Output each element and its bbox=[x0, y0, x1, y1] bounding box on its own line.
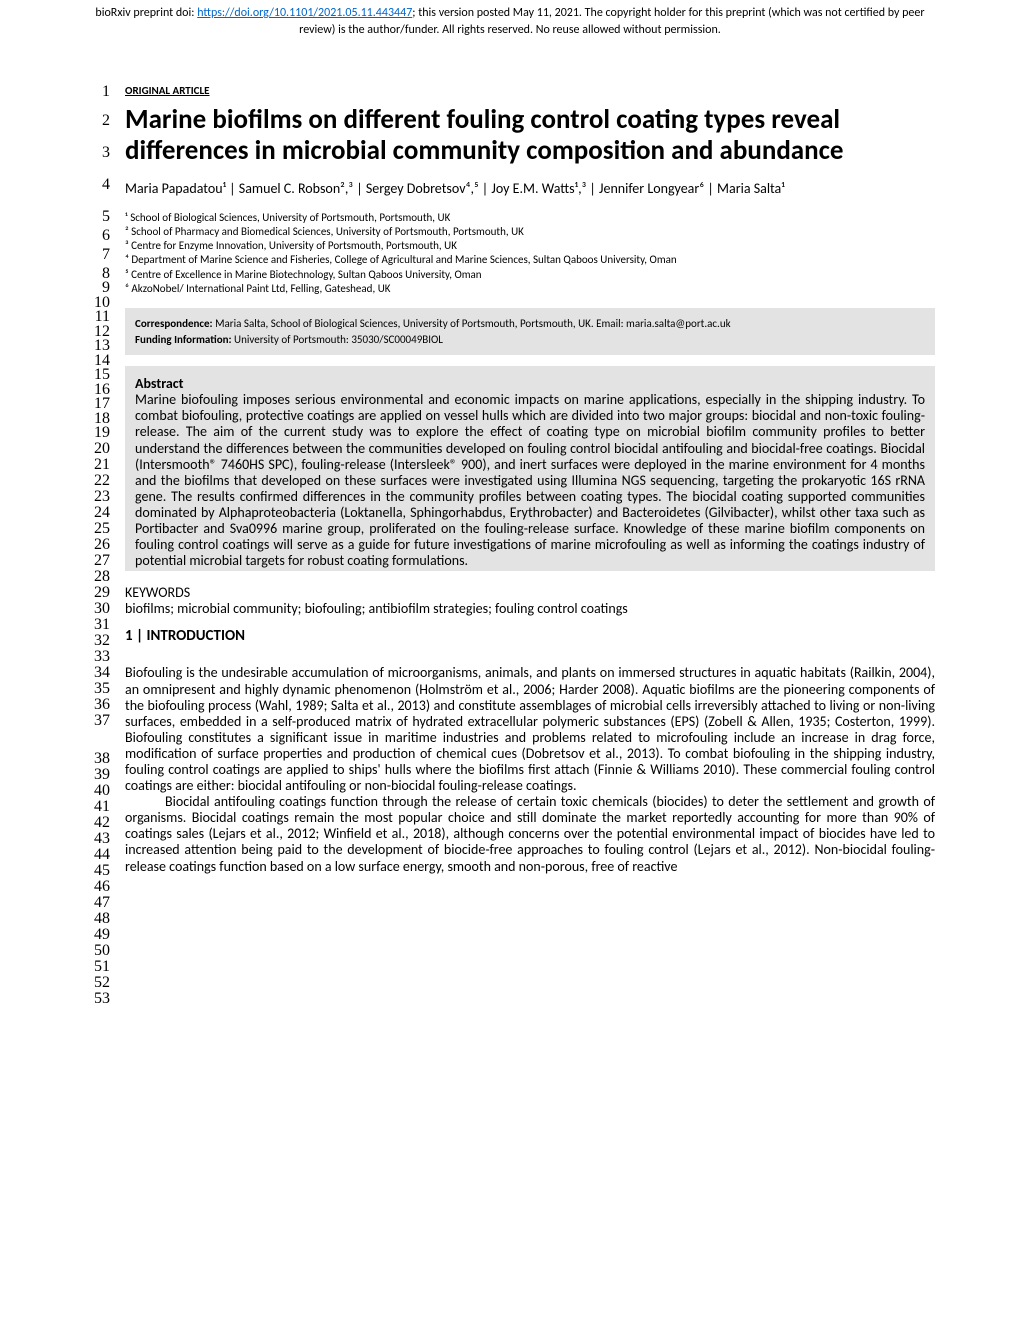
line-numbers: 1 2 3 4 5 6 7 8 9 10 11 12 13 14 15 16 1… bbox=[85, 84, 125, 1008]
affiliation: ³ Centre for Enzyme Innovation, Universi… bbox=[125, 239, 935, 253]
paragraph-2: Biocidal antifouling coatings function t… bbox=[125, 793, 935, 874]
affiliations: ¹ School of Biological Sciences, Univers… bbox=[125, 211, 935, 297]
affiliation: ⁶ AkzoNobel/ International Paint Ltd, Fe… bbox=[125, 282, 935, 296]
funding-label: Funding Information: bbox=[135, 333, 232, 346]
keywords-block: KEYWORDS biofilms; microbial community; … bbox=[125, 585, 935, 617]
correspondence-text: Maria Salta, School of Biological Scienc… bbox=[213, 317, 731, 330]
keywords-label: KEYWORDS bbox=[125, 585, 935, 601]
correspondence-block: Correspondence: Maria Salta, School of B… bbox=[125, 308, 935, 355]
affiliation: ⁵ Centre of Excellence in Marine Biotech… bbox=[125, 268, 935, 282]
abstract-text: Marine biofouling imposes serious enviro… bbox=[135, 392, 925, 569]
paper-title: Marine biofilms on different fouling con… bbox=[125, 104, 935, 166]
section-heading: 1 | INTRODUCTION bbox=[125, 627, 935, 645]
article-type: ORIGINAL ARTICLE bbox=[125, 84, 935, 97]
affiliation: ¹ School of Biological Sciences, Univers… bbox=[125, 211, 935, 225]
page-content: 1 2 3 4 5 6 7 8 9 10 11 12 13 14 15 16 1… bbox=[0, 44, 1020, 1038]
keywords-text: biofilms; microbial community; biofoulin… bbox=[125, 601, 935, 617]
correspondence-label: Correspondence: bbox=[135, 317, 213, 330]
paragraph-1: Biofouling is the undesirable accumulati… bbox=[125, 664, 935, 794]
preprint-prefix: bioRxiv preprint doi: bbox=[95, 6, 197, 20]
affiliation: ² School of Pharmacy and Biomedical Scie… bbox=[125, 225, 935, 239]
affiliation: ⁴ Department of Marine Science and Fishe… bbox=[125, 253, 935, 267]
body-text: Biofouling is the undesirable accumulati… bbox=[125, 665, 935, 874]
funding-text: University of Portsmouth: 35030/SC00049B… bbox=[232, 333, 443, 346]
main-column: ORIGINAL ARTICLE Marine biofilms on diff… bbox=[125, 84, 935, 1008]
authors: Maria Papadatou¹ | Samuel C. Robson²,³ |… bbox=[125, 180, 935, 199]
abstract-block: Abstract Marine biofouling imposes serio… bbox=[125, 366, 935, 571]
abstract-heading: Abstract bbox=[135, 376, 925, 392]
doi-link[interactable]: https://doi.org/10.1101/2021.05.11.44344… bbox=[197, 6, 412, 20]
preprint-notice: bioRxiv preprint doi: https://doi.org/10… bbox=[0, 0, 1020, 44]
